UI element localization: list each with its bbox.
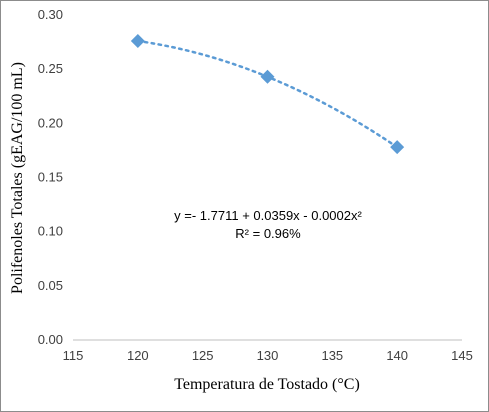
y-tick-label: 0.25 bbox=[38, 61, 63, 76]
y-tick-label: 0.30 bbox=[38, 7, 63, 22]
trendline-r-squared: R² = 0.96% bbox=[235, 226, 301, 241]
x-tick-label: 140 bbox=[386, 348, 408, 363]
y-tick-label: 0.00 bbox=[38, 332, 63, 347]
y-tick-labels: 0.00 0.05 0.10 0.15 0.20 0.25 0.30 bbox=[38, 7, 63, 347]
trendline bbox=[136, 39, 399, 149]
x-tick-label: 145 bbox=[451, 348, 473, 363]
x-tick-label: 120 bbox=[127, 348, 149, 363]
y-axis-title: Polifenoles Totales (gEAG/100 mL) bbox=[9, 62, 26, 294]
x-tick-label: 125 bbox=[192, 348, 214, 363]
x-tick-label: 115 bbox=[63, 348, 84, 363]
x-tick-label: 130 bbox=[257, 348, 279, 363]
data-point-marker bbox=[390, 140, 405, 155]
data-point-marker bbox=[130, 34, 145, 48]
trendline-equation: y =- 1.7711 + 0.0359x - 0.0002x² bbox=[174, 208, 362, 223]
x-axis-title: Temperatura de Tostado (°C) bbox=[174, 376, 360, 393]
x-tick-labels: 115 120 125 130 135 140 145 bbox=[63, 348, 473, 363]
data-points bbox=[130, 34, 405, 155]
y-tick-label: 0.20 bbox=[38, 115, 63, 130]
y-tick-label: 0.10 bbox=[38, 224, 63, 239]
data-point-marker bbox=[260, 69, 275, 84]
y-tick-label: 0.15 bbox=[38, 170, 63, 185]
x-tick-label: 135 bbox=[321, 348, 343, 363]
y-tick-label: 0.05 bbox=[38, 278, 63, 293]
